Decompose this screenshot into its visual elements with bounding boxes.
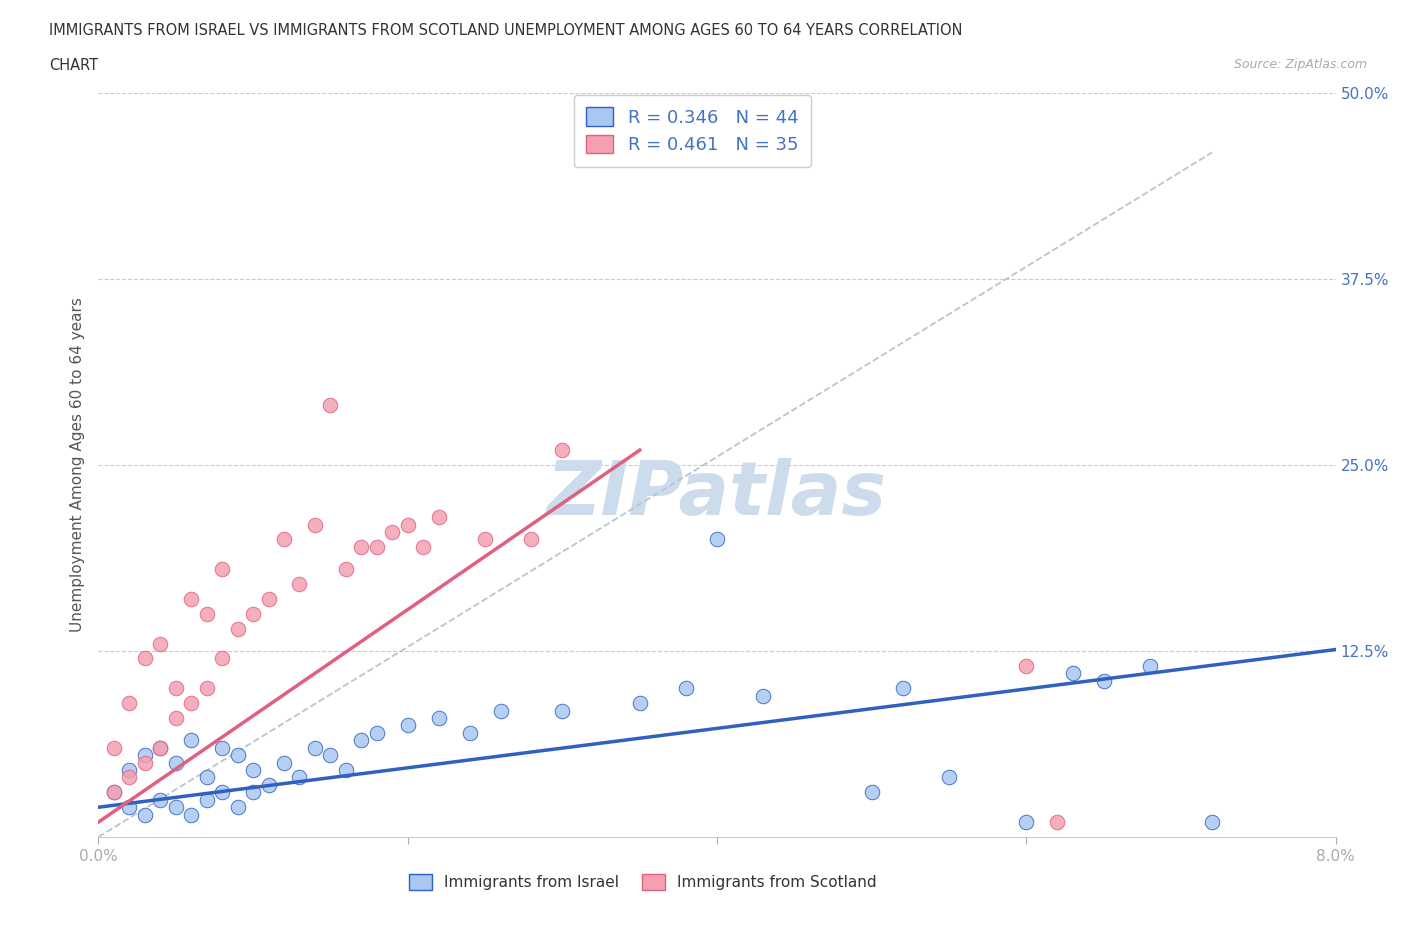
Point <box>149 740 172 755</box>
Point <box>103 785 125 800</box>
Point <box>350 733 373 748</box>
Text: CHART: CHART <box>49 58 98 73</box>
Point <box>242 763 264 777</box>
Point <box>304 517 326 532</box>
Point <box>226 800 249 815</box>
Point <box>489 703 512 718</box>
Point <box>288 770 311 785</box>
Point <box>165 681 187 696</box>
Text: IMMIGRANTS FROM ISRAEL VS IMMIGRANTS FROM SCOTLAND UNEMPLOYMENT AMONG AGES 60 TO: IMMIGRANTS FROM ISRAEL VS IMMIGRANTS FRO… <box>49 23 963 38</box>
Point <box>226 621 249 636</box>
Point <box>551 443 574 458</box>
Point <box>242 606 264 621</box>
Point <box>118 763 141 777</box>
Point <box>165 800 187 815</box>
Point <box>551 703 574 718</box>
Point <box>226 748 249 763</box>
Point <box>752 688 775 703</box>
Point <box>1092 673 1115 688</box>
Point <box>118 800 141 815</box>
Point <box>891 681 914 696</box>
Text: ZIPatlas: ZIPatlas <box>547 458 887 531</box>
Point <box>103 740 125 755</box>
Point <box>195 792 218 807</box>
Point <box>180 696 202 711</box>
Point <box>706 532 728 547</box>
Point <box>381 525 404 539</box>
Point <box>1062 666 1084 681</box>
Point <box>195 770 218 785</box>
Point <box>180 807 202 822</box>
Point <box>520 532 543 547</box>
Point <box>195 681 218 696</box>
Point <box>628 696 651 711</box>
Point <box>335 562 357 577</box>
Point <box>195 606 218 621</box>
Point <box>180 733 202 748</box>
Point <box>304 740 326 755</box>
Point <box>396 718 419 733</box>
Point <box>242 785 264 800</box>
Point <box>396 517 419 532</box>
Text: Source: ZipAtlas.com: Source: ZipAtlas.com <box>1233 58 1367 71</box>
Point <box>149 636 172 651</box>
Point <box>427 510 450 525</box>
Point <box>211 651 233 666</box>
Point <box>427 711 450 725</box>
Point <box>273 755 295 770</box>
Point <box>149 740 172 755</box>
Point <box>134 651 156 666</box>
Point <box>103 785 125 800</box>
Point <box>319 748 342 763</box>
Point <box>366 725 388 740</box>
Point <box>350 539 373 554</box>
Point <box>180 591 202 606</box>
Point <box>1046 815 1069 830</box>
Point <box>211 562 233 577</box>
Point <box>860 785 883 800</box>
Point <box>134 755 156 770</box>
Y-axis label: Unemployment Among Ages 60 to 64 years: Unemployment Among Ages 60 to 64 years <box>69 298 84 632</box>
Point <box>1139 658 1161 673</box>
Point <box>412 539 434 554</box>
Point <box>288 577 311 591</box>
Legend: Immigrants from Israel, Immigrants from Scotland: Immigrants from Israel, Immigrants from … <box>402 868 883 897</box>
Point <box>165 755 187 770</box>
Point <box>165 711 187 725</box>
Point <box>149 792 172 807</box>
Point <box>118 696 141 711</box>
Point <box>257 777 280 792</box>
Point <box>211 740 233 755</box>
Point <box>1015 815 1038 830</box>
Point <box>118 770 141 785</box>
Point <box>335 763 357 777</box>
Point <box>366 539 388 554</box>
Point <box>675 681 697 696</box>
Point <box>1201 815 1223 830</box>
Point <box>273 532 295 547</box>
Point <box>938 770 960 785</box>
Point <box>134 748 156 763</box>
Point <box>319 398 342 413</box>
Point <box>134 807 156 822</box>
Point <box>474 532 496 547</box>
Point <box>211 785 233 800</box>
Point <box>257 591 280 606</box>
Point <box>458 725 481 740</box>
Point <box>1015 658 1038 673</box>
